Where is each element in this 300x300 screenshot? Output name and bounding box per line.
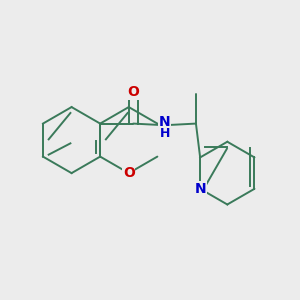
- Text: H: H: [159, 127, 170, 140]
- Text: N: N: [194, 182, 206, 196]
- Text: O: O: [127, 85, 139, 99]
- Text: O: O: [123, 166, 135, 180]
- Text: N: N: [159, 115, 170, 129]
